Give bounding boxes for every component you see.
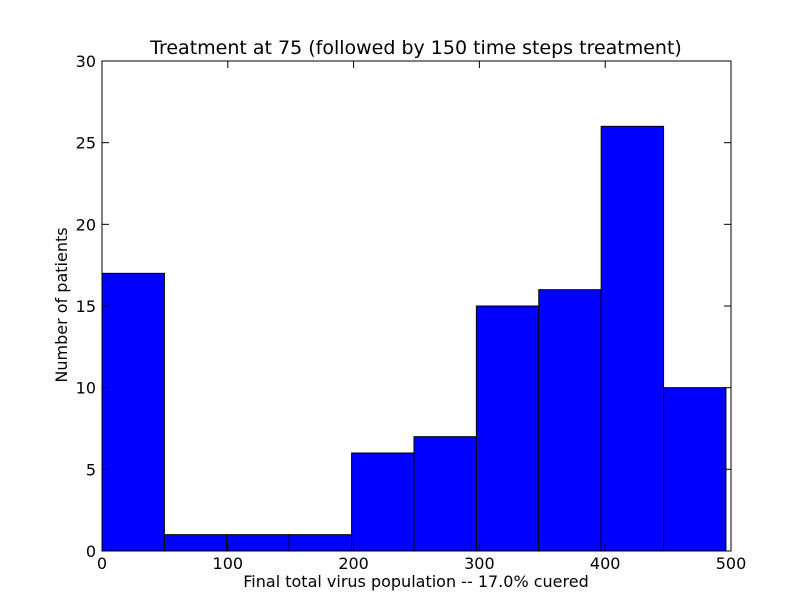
x-axis-label: Final total virus population -- 17.0% cu… [243,572,588,591]
chart-title: Treatment at 75 (followed by 150 time st… [149,37,682,59]
x-tick-label: 100 [213,554,244,573]
y-tick-label: 15 [76,297,96,316]
histogram-bar [600,125,665,552]
x-tick-label: 300 [464,554,495,573]
ticks-group [101,60,732,552]
y-tick-label: 0 [86,542,96,561]
histogram-bar [475,305,540,552]
x-tick-label: 0 [97,554,107,573]
x-tick-label: 200 [338,554,369,573]
histogram-bar [351,452,415,552]
histogram-bar [163,534,228,552]
histogram-bar [663,387,727,552]
histogram-bar [288,534,353,552]
y-tick-label: 5 [86,460,96,479]
histogram-bar [538,289,602,552]
y-axis-label: Number of patients [52,227,71,382]
histogram-bar [101,272,165,552]
y-tick-label: 25 [76,134,96,153]
y-tick-label: 30 [76,52,96,71]
y-tick-label: 20 [76,215,96,234]
x-tick-label: 500 [716,554,747,573]
histogram-bar [413,436,477,552]
tick-labels-group: 0 100 200 300 400 500 0 5 10 15 20 25 30 [76,52,747,573]
histogram-bar [226,534,290,552]
bars-group [101,125,727,552]
x-tick-label: 400 [590,554,621,573]
y-tick-label: 10 [76,379,96,398]
